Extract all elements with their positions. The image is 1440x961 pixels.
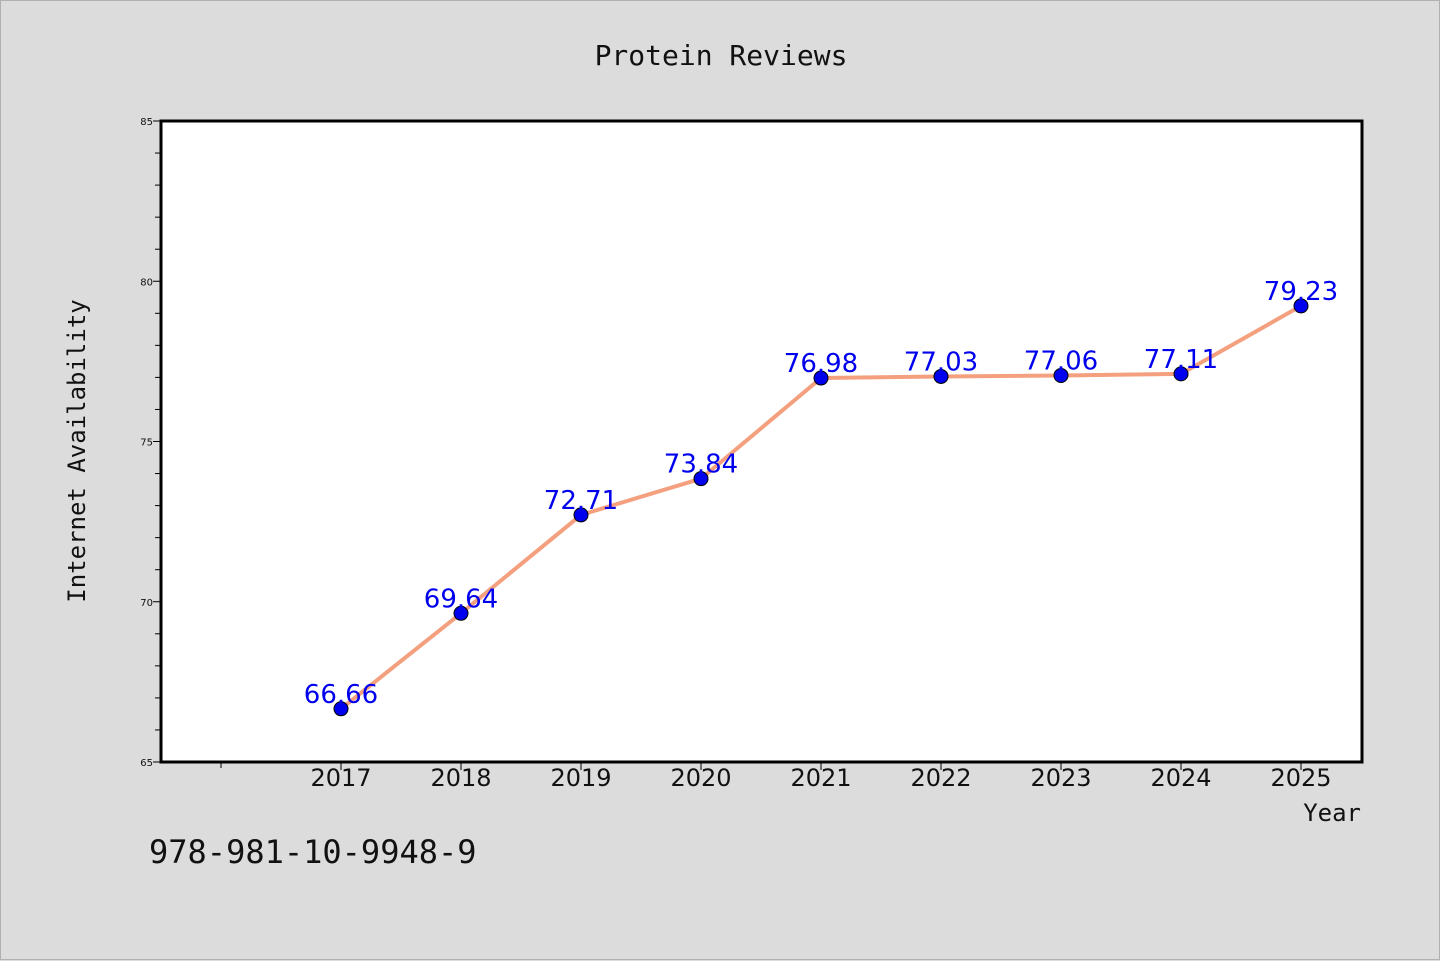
y-axis-label: Internet Availability [63,299,91,602]
data-point [1173,366,1189,382]
data-point [453,605,469,621]
y-tick-label: 70 [140,598,153,609]
data-label: 72.71 [544,486,618,516]
y-tick-label: 75 [140,438,153,449]
data-label: 77.03 [904,347,978,377]
x-tick-label: 2019 [550,764,611,792]
chart-title: Protein Reviews [595,39,848,72]
plot-area [159,119,1364,764]
data-point [573,507,589,523]
y-tick-label: 65 [140,758,153,769]
data-point [933,368,949,384]
data-point [1053,367,1069,383]
data-label: 76.98 [784,349,858,379]
data-point [333,701,349,717]
y-tick-label: 85 [140,117,153,128]
x-tick-label: 2023 [1030,764,1091,792]
isbn-text: 978-981-10-9948-9 [149,833,477,871]
data-label: 77.06 [1024,346,1098,376]
y-tick-label: 80 [140,277,153,288]
data-point [813,370,829,386]
x-tick-label: 2024 [1150,764,1211,792]
x-tick-label: 2022 [910,764,971,792]
data-label: 69.64 [424,584,498,614]
data-point [1293,298,1309,314]
x-tick-label: 2018 [430,764,491,792]
x-tick-label: 2021 [790,764,851,792]
y-axis: 65 70 75 80 85 [140,117,161,769]
x-tick-label: 2025 [1270,764,1331,792]
data-labels: 66.66 69.64 72.71 73.84 76.98 77.03 77.06 77.11… [304,277,1338,710]
data-label: 73.84 [664,450,738,480]
x-axis-label: Year [1303,799,1361,827]
x-tick-label: 2017 [310,764,371,792]
data-points [333,298,1309,717]
data-point [693,471,709,487]
data-label: 79.23 [1264,277,1338,307]
data-label: 77.11 [1144,345,1218,375]
x-axis: 2017 2018 2019 2020 2021 2022 2023 2024 2025 [220,762,1332,792]
data-label: 66.66 [304,680,378,710]
x-tick-label: 2020 [670,764,731,792]
